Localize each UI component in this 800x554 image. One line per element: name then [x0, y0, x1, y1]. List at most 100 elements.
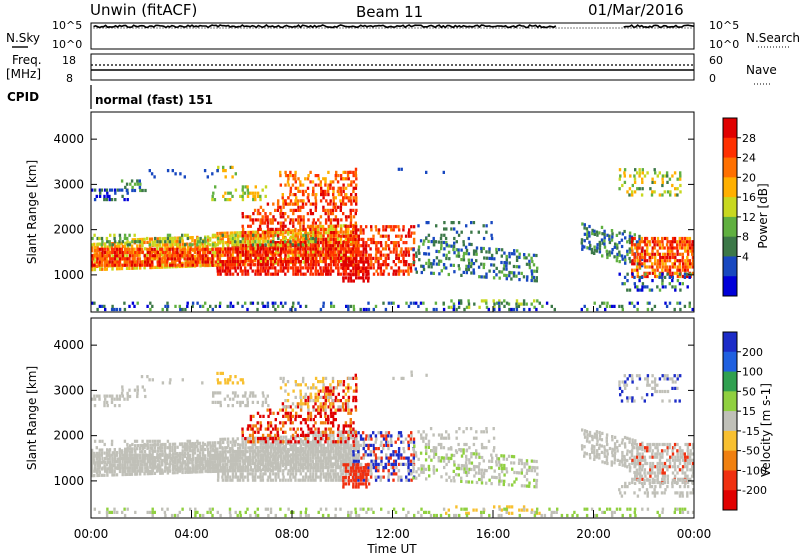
power-cell	[329, 234, 333, 238]
power-cell	[103, 254, 106, 258]
power-cell	[247, 243, 250, 247]
power-cell	[329, 218, 333, 222]
power-cell	[334, 202, 337, 206]
power-cell	[387, 225, 390, 229]
power-cell	[362, 276, 365, 280]
power-cell	[465, 271, 468, 275]
power-cell	[321, 272, 325, 276]
power-cell	[508, 261, 511, 265]
power-cell	[407, 250, 410, 254]
power-cell	[272, 236, 275, 240]
velocity-cell	[272, 453, 275, 457]
velocity-cell	[322, 450, 325, 454]
power-cell	[658, 275, 661, 279]
velocity-cell	[196, 470, 199, 474]
velocity-cell	[299, 444, 303, 448]
power-cell	[113, 307, 116, 312]
power-cell	[352, 273, 355, 277]
power-cell	[236, 272, 239, 276]
velocity-cell	[236, 478, 240, 482]
power-cell	[628, 241, 632, 245]
power-cell	[227, 234, 230, 238]
power-cell	[691, 307, 694, 312]
velocity-cell	[96, 467, 99, 471]
power-cell	[339, 237, 343, 241]
velocity-cell	[226, 456, 229, 460]
power-cell	[522, 299, 526, 303]
velocity-cell	[247, 446, 250, 450]
power-cell	[228, 269, 232, 273]
power-cell	[264, 231, 267, 235]
power-cell	[382, 269, 386, 273]
power-cell	[211, 198, 214, 202]
power-cell	[329, 227, 333, 231]
power-cell	[163, 257, 167, 261]
power-cell	[322, 227, 325, 231]
velocity-cell	[332, 443, 335, 447]
power-cell	[631, 183, 634, 188]
power-cell	[618, 187, 621, 191]
velocity-cell	[226, 459, 230, 463]
power-cell	[267, 236, 270, 240]
power-cell	[243, 234, 247, 238]
power-cell	[432, 262, 435, 266]
power-cell	[259, 218, 263, 222]
power-cell	[636, 246, 639, 250]
power-cell	[525, 278, 529, 282]
velocity-cell	[244, 459, 247, 463]
power-cell	[413, 231, 416, 235]
power-cell	[189, 254, 192, 258]
power-cell	[317, 244, 320, 248]
power-cell	[664, 174, 667, 178]
velocity-cell	[253, 475, 257, 479]
velocity-cell	[324, 475, 328, 479]
power-cell	[428, 262, 431, 266]
power-cell	[141, 250, 144, 255]
power-cell	[646, 246, 649, 250]
power-cell	[284, 240, 287, 244]
power-cell	[636, 301, 639, 305]
power-cell	[241, 198, 245, 202]
power-cell	[531, 259, 534, 264]
power-cell	[312, 231, 315, 235]
power-cell	[226, 241, 229, 245]
power-cell	[623, 282, 626, 286]
velocity-cell	[106, 460, 109, 465]
power-cell	[686, 243, 689, 247]
power-cell	[636, 271, 639, 275]
velocity-cell	[241, 440, 244, 444]
power-cell	[646, 240, 649, 244]
power-cell	[327, 244, 330, 248]
power-cell	[395, 253, 398, 257]
power-cell	[252, 253, 255, 257]
power-cell	[118, 244, 121, 249]
power-cell	[385, 225, 388, 229]
power-cell	[276, 272, 279, 276]
power-cell	[216, 250, 219, 255]
power-cell	[118, 250, 122, 255]
power-cell	[158, 265, 161, 269]
power-cell	[126, 250, 129, 255]
power-cell	[535, 307, 538, 312]
power-colorbar-swatch	[723, 256, 737, 277]
power-cell	[282, 227, 285, 231]
power-cell	[113, 242, 116, 246]
power-cell	[339, 259, 342, 263]
power-cell	[691, 262, 694, 266]
power-cell	[118, 257, 121, 261]
velocity-cell	[130, 447, 134, 451]
velocity-cell	[251, 469, 254, 473]
power-cell	[520, 271, 523, 275]
power-cell	[133, 233, 136, 237]
power-cell	[462, 270, 465, 274]
velocity-cell	[312, 437, 315, 441]
power-cell	[324, 237, 328, 241]
power-cell	[277, 251, 280, 256]
velocity-cell	[247, 462, 250, 466]
power-cell	[214, 251, 217, 255]
power-cell	[412, 237, 416, 241]
velocity-cell	[241, 437, 244, 441]
power-cell	[329, 250, 333, 254]
power-cell	[317, 234, 320, 238]
